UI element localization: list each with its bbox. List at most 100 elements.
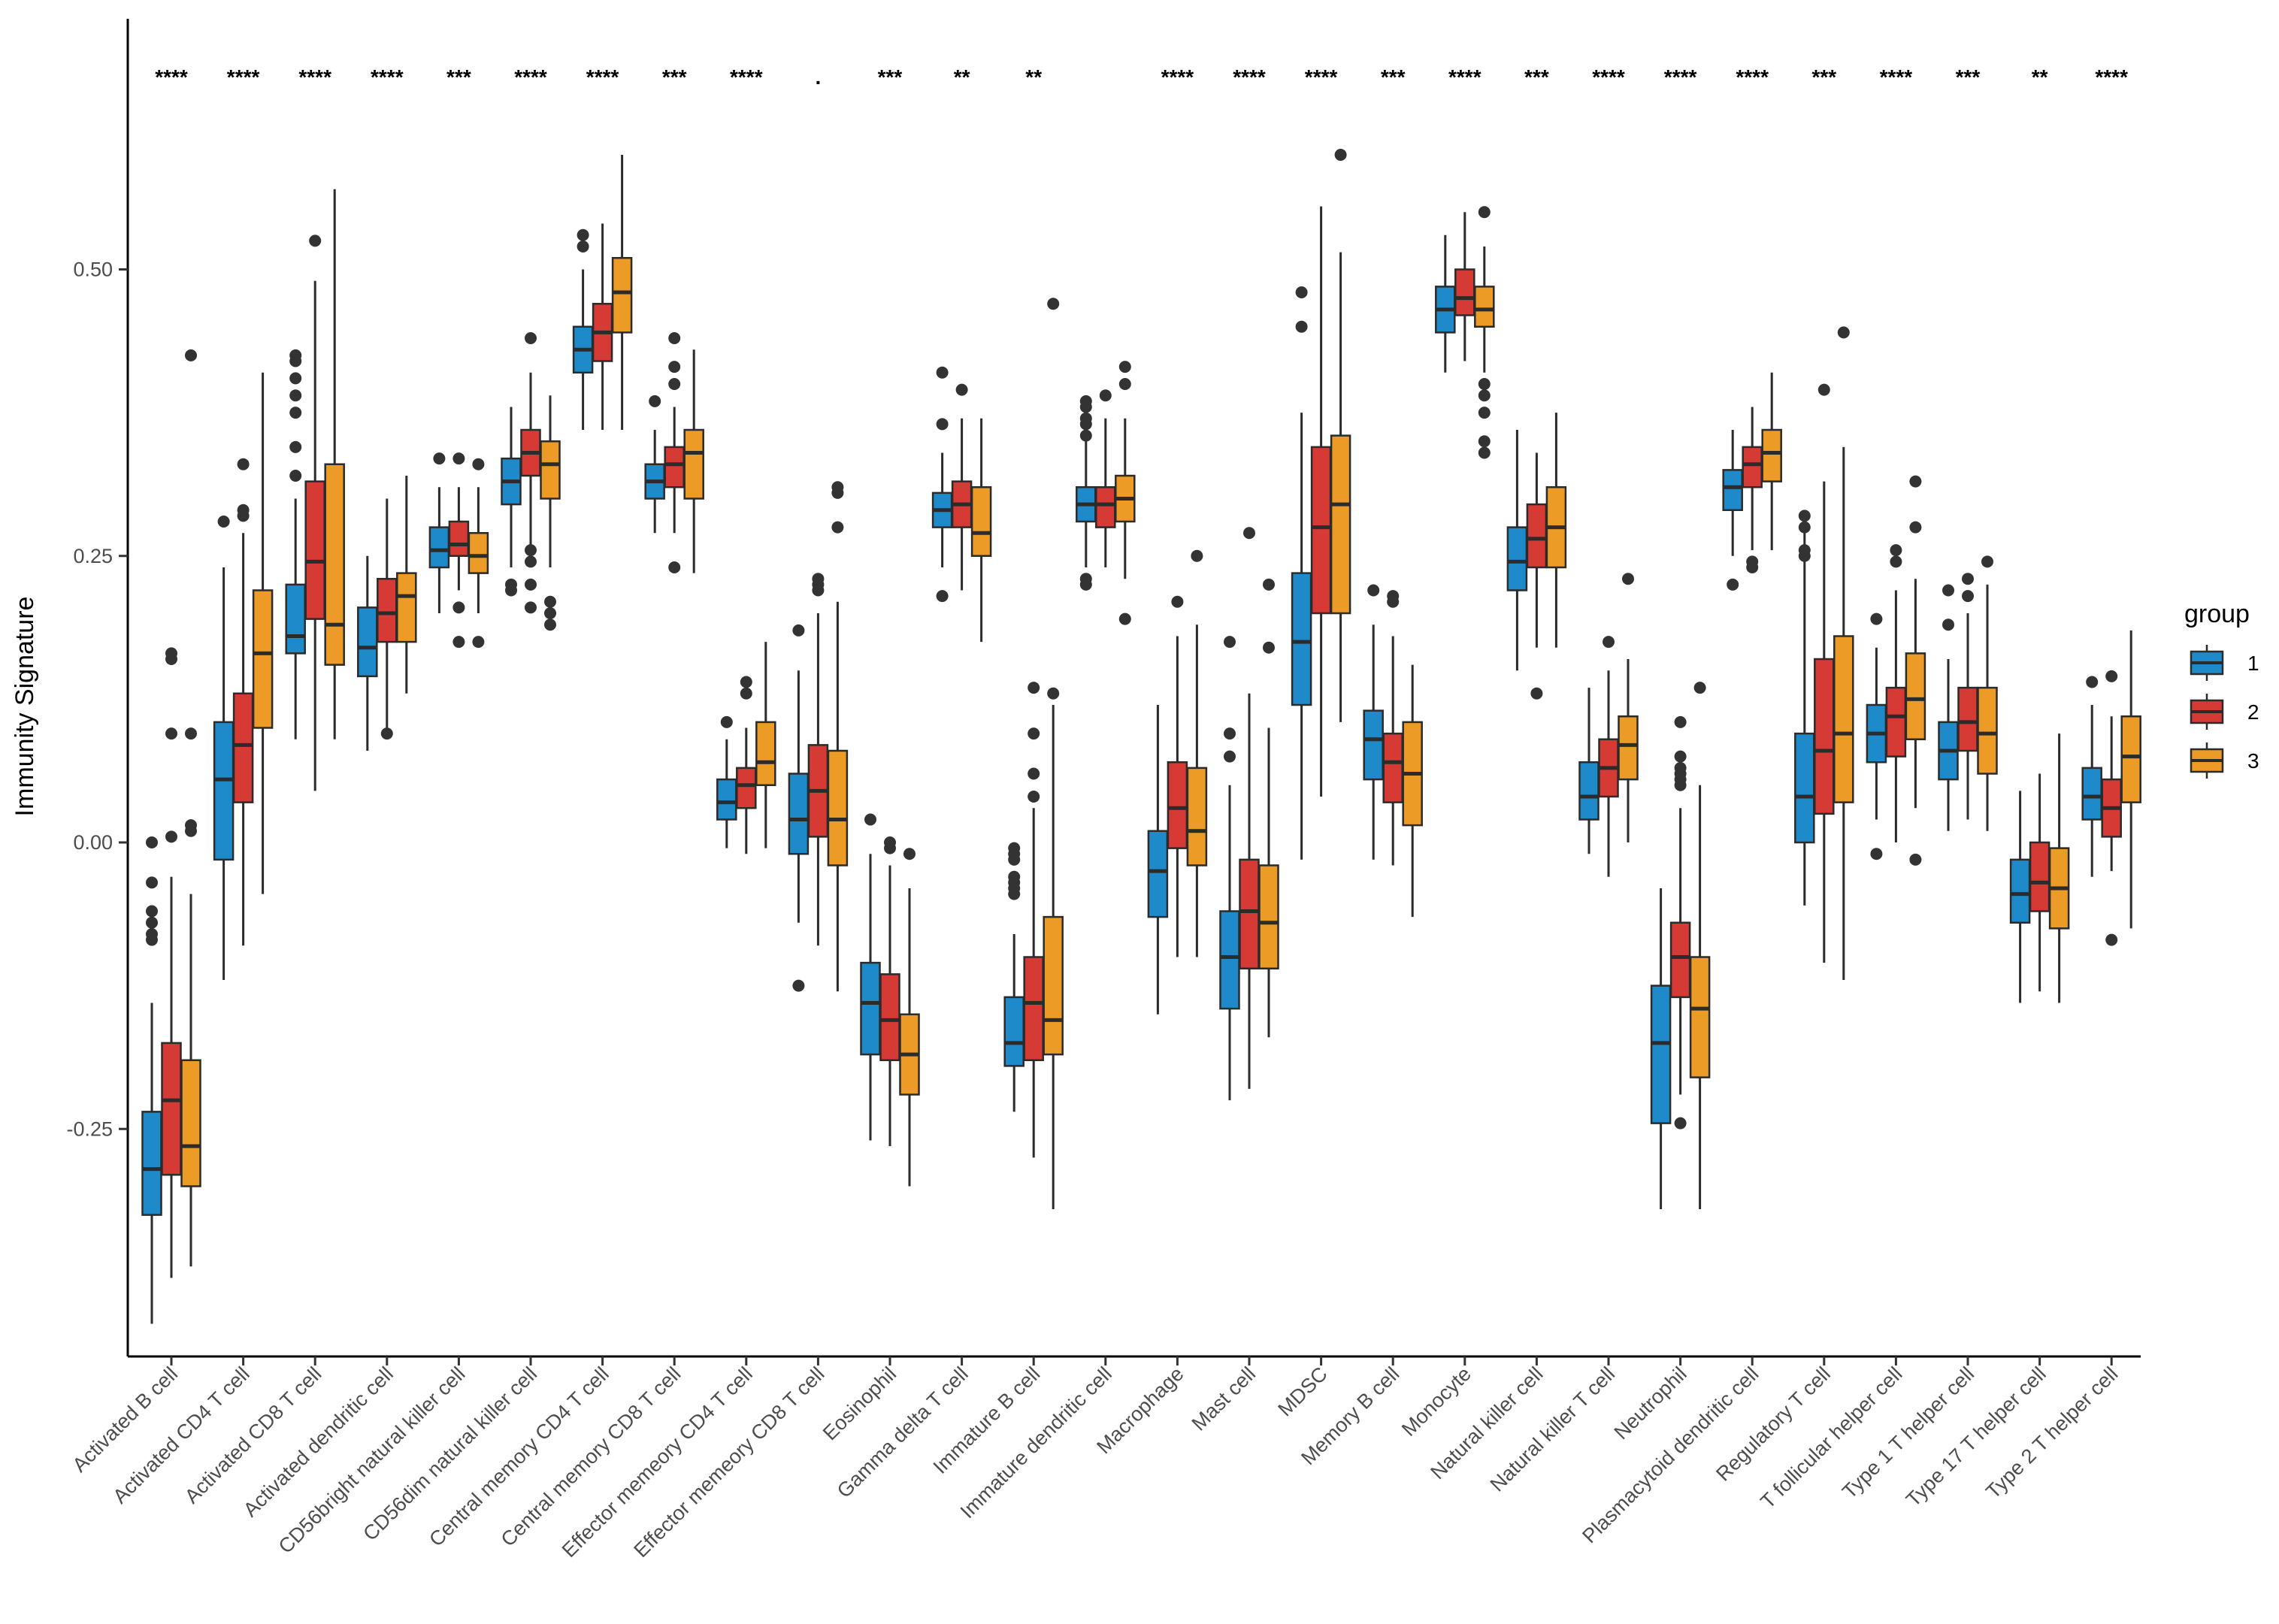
box	[1794, 732, 1815, 844]
outlier-point	[1909, 475, 1922, 488]
outlier-point	[649, 395, 661, 407]
outlier-point	[289, 349, 302, 361]
outlier-point	[2105, 933, 2118, 946]
outlier-point	[1478, 446, 1491, 459]
box	[1814, 658, 1835, 815]
outlier-point	[472, 458, 485, 470]
significance-label: ****	[1880, 65, 1913, 89]
outlier-point	[1367, 584, 1380, 597]
outlier-point	[237, 504, 250, 516]
category-group	[1650, 682, 1711, 1209]
outlier-point	[955, 383, 968, 396]
box	[1761, 428, 1782, 482]
outlier-point	[1047, 298, 1060, 310]
outlier-point	[146, 836, 158, 848]
outlier-point	[525, 601, 537, 614]
category-group	[788, 481, 849, 992]
box	[161, 1042, 182, 1176]
box	[1885, 686, 1907, 758]
outlier-point	[792, 624, 805, 637]
outlier-point	[1224, 727, 1236, 740]
outlier-point	[544, 595, 556, 608]
category-group	[2081, 630, 2141, 946]
outlier-point	[1622, 573, 1634, 585]
outlier-point	[380, 727, 393, 740]
outlier-point	[1334, 149, 1347, 161]
outlier-point	[1191, 549, 1203, 562]
outlier-point	[1008, 842, 1021, 854]
outlier-point	[146, 876, 158, 889]
legend-label: 2	[2247, 700, 2259, 724]
outlier-point	[1118, 612, 1131, 625]
category-group	[1794, 326, 1854, 980]
outlier-point	[1224, 750, 1236, 763]
box	[1167, 761, 1188, 849]
outlier-point	[577, 240, 589, 253]
box	[1454, 268, 1475, 316]
outlier-point	[1028, 727, 1040, 740]
outlier-point	[1870, 612, 1883, 625]
category-group	[213, 372, 274, 980]
outlier-point	[217, 516, 230, 528]
category-group	[428, 452, 489, 649]
significance-label: ****	[730, 65, 763, 89]
box	[1186, 767, 1208, 866]
outlier-point	[433, 452, 446, 465]
outlier-point	[1746, 555, 1759, 568]
outlier-point	[1798, 521, 1811, 534]
box	[180, 1059, 201, 1187]
significance-label: ***	[878, 65, 903, 89]
box	[755, 721, 776, 786]
category-label: Activated CD4 T cell	[108, 1362, 253, 1508]
box	[252, 589, 274, 729]
category-label: Type 17 T helper cell	[1902, 1362, 2050, 1511]
box	[1147, 830, 1169, 918]
significance-label: ****	[155, 65, 188, 89]
outlier-point	[1942, 584, 1954, 597]
box	[1363, 709, 1384, 781]
significance-label: .	[816, 65, 822, 89]
outlier-point	[903, 848, 916, 860]
outlier-point	[165, 647, 177, 660]
outlier-point	[831, 521, 844, 534]
outlier-point	[1118, 361, 1131, 373]
category-group	[501, 332, 561, 631]
box	[1669, 921, 1691, 999]
outlier-point	[1171, 595, 1184, 608]
box	[540, 440, 561, 500]
outlier-point	[1079, 395, 1092, 407]
box	[1742, 446, 1763, 488]
y-tick-label: 0.00	[73, 831, 113, 854]
y-tick-label: 0.25	[73, 545, 113, 567]
outlier-point	[185, 349, 197, 361]
outlier-point	[1962, 590, 1974, 603]
box	[285, 583, 306, 655]
box	[879, 973, 900, 1061]
box	[1330, 434, 1351, 615]
category-label: Activated CD8 T cell	[180, 1362, 325, 1508]
box	[1095, 486, 1116, 528]
box	[357, 606, 378, 678]
plot-area: **** **** **** **** *** **** **** *** ****. *** **…	[141, 65, 2141, 1324]
box	[1578, 761, 1600, 821]
legend-key	[2190, 645, 2224, 681]
legend-label: 3	[2247, 749, 2259, 773]
category-group	[1003, 298, 1064, 1209]
box	[1722, 469, 1743, 511]
category-group	[644, 332, 704, 573]
outlier-point	[1674, 1117, 1687, 1130]
significance-label: ****	[1736, 65, 1769, 89]
box	[1219, 910, 1240, 1010]
outlier-point	[165, 727, 177, 740]
significance-label: **	[954, 65, 970, 89]
category-label: Monocyte	[1397, 1362, 1475, 1441]
outlier-point	[1693, 682, 1706, 694]
outlier-point	[1890, 544, 1902, 557]
box	[1957, 686, 1978, 752]
box	[1258, 864, 1279, 969]
outlier-point	[1224, 636, 1236, 649]
outlier-point	[1981, 555, 1993, 568]
outlier-point	[525, 578, 537, 591]
category-label: Natural killer T cell	[1486, 1362, 1620, 1496]
